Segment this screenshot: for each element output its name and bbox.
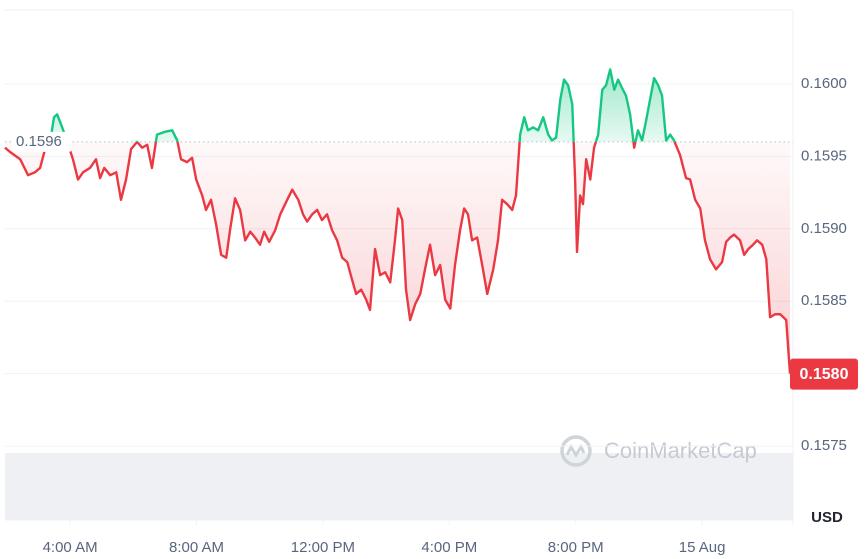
- x-tick-label: 4:00 AM: [43, 539, 98, 556]
- x-tick-label: 8:00 AM: [169, 539, 224, 556]
- y-tick-label: 0.1590: [801, 220, 847, 237]
- volume-band: [5, 453, 793, 520]
- x-tick-label: 15 Aug: [679, 539, 726, 556]
- y-tick-label: 0.1585: [801, 292, 847, 309]
- watermark-text: CoinMarketCap: [604, 438, 757, 463]
- y-tick-label: 0.1595: [801, 147, 847, 164]
- x-tick-label: 4:00 PM: [421, 539, 477, 556]
- price-tag: [790, 358, 858, 390]
- price-line: [4, 68, 792, 374]
- baseline-label: 0.1596: [16, 133, 62, 150]
- currency-label: USD: [811, 509, 843, 526]
- x-tick-label: 8:00 PM: [548, 539, 604, 556]
- baseline-label-bg: [12, 131, 72, 152]
- y-tick-label: 0.1575: [801, 437, 847, 454]
- watermark: CoinMarketCap: [560, 435, 757, 467]
- price-tag-label: 0.1580: [800, 366, 849, 383]
- y-tick-label: 0.1600: [801, 75, 847, 92]
- x-tick-label: 12:00 PM: [291, 539, 355, 556]
